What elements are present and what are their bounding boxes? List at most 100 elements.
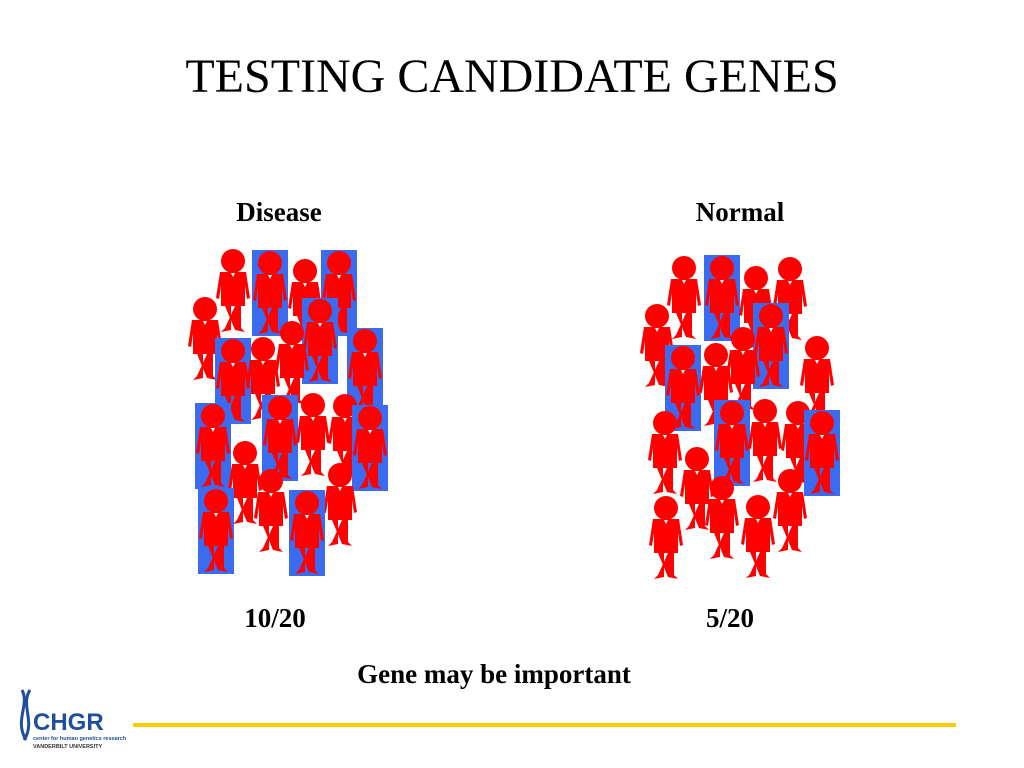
person-body — [800, 359, 834, 393]
person-collar — [214, 513, 218, 517]
person-body — [680, 470, 714, 504]
person-body — [246, 360, 280, 394]
person-collar — [655, 328, 659, 332]
group-ratio: 10/20 — [244, 603, 306, 633]
person-legs — [295, 548, 319, 574]
person-legs — [671, 403, 695, 429]
people-figures — [188, 249, 840, 579]
person-collar — [796, 425, 800, 429]
person-collar — [720, 500, 724, 504]
person-head — [645, 304, 669, 328]
person-collar — [261, 361, 265, 365]
person-collar — [695, 471, 699, 475]
person-body — [303, 322, 337, 356]
person-head — [259, 469, 283, 493]
person-body — [705, 279, 739, 313]
person-collar — [820, 435, 824, 439]
person-head — [778, 257, 802, 281]
person-collar — [730, 425, 734, 429]
group-label: Disease — [236, 197, 321, 227]
person-head — [221, 249, 245, 273]
person-head — [201, 404, 225, 428]
person-body — [741, 518, 775, 552]
person-collar — [763, 423, 767, 427]
person-head — [710, 256, 734, 280]
person-head — [805, 336, 829, 360]
person-body — [648, 434, 682, 468]
person-collar — [681, 370, 685, 374]
person-body — [228, 464, 262, 498]
person-body — [726, 350, 760, 384]
person-head — [193, 297, 217, 321]
person-body — [188, 320, 222, 354]
logo: CHGR center for human genetics research … — [19, 689, 127, 750]
person-collar — [305, 515, 309, 519]
person-collar — [269, 493, 273, 497]
person-head — [704, 343, 728, 367]
person-collar — [318, 323, 322, 327]
person-head — [280, 321, 304, 345]
person-legs — [259, 526, 283, 552]
person-head — [358, 406, 382, 430]
person-body — [649, 519, 683, 553]
person-legs — [328, 520, 352, 546]
person-collar — [664, 520, 668, 524]
person-collar — [278, 420, 282, 424]
person-head — [301, 393, 325, 417]
person-collar — [337, 275, 341, 279]
person-body — [253, 274, 287, 308]
person-head — [653, 411, 677, 435]
person-legs — [358, 463, 382, 489]
person-collar — [368, 430, 372, 434]
person-body — [805, 434, 839, 468]
person-legs — [301, 450, 325, 476]
person-head — [353, 329, 377, 353]
person-head — [308, 299, 332, 323]
person-legs — [654, 553, 678, 579]
person-collar — [754, 290, 758, 294]
person-head — [251, 337, 275, 361]
person-body — [263, 419, 297, 453]
logo-name: CHGR — [33, 709, 104, 736]
person-body — [754, 327, 788, 361]
person-collar — [741, 351, 745, 355]
person-body — [216, 362, 250, 396]
person-head — [810, 411, 834, 435]
person-head — [221, 339, 245, 363]
person-collar — [363, 353, 367, 357]
person-collar — [303, 283, 307, 287]
person-legs — [221, 306, 245, 332]
person-head — [204, 489, 228, 513]
person-body — [353, 429, 387, 463]
person-head — [710, 476, 734, 500]
person-legs — [645, 361, 669, 387]
person-head — [753, 399, 777, 423]
person-collar — [663, 435, 667, 439]
person-body — [773, 492, 807, 526]
person-head — [671, 346, 695, 370]
person-head — [746, 495, 770, 519]
person-collar — [290, 345, 294, 349]
person-head — [327, 251, 351, 275]
person-legs — [746, 552, 770, 578]
person-head — [720, 401, 744, 425]
group-label: Normal — [696, 197, 785, 227]
person-head — [295, 491, 319, 515]
person-body — [254, 492, 288, 526]
person-collar — [231, 273, 235, 277]
person-legs — [810, 468, 834, 494]
person-body — [216, 272, 250, 306]
group-ratio: 5/20 — [706, 603, 754, 633]
person-head — [258, 251, 282, 275]
person-body — [196, 427, 230, 461]
logo-university: VANDERBILT UNIVERSITY — [33, 744, 102, 750]
person-body — [667, 279, 701, 313]
person-body — [715, 424, 749, 458]
person-collar — [311, 417, 315, 421]
person-head — [744, 266, 768, 290]
person-legs — [710, 313, 734, 339]
person-body — [348, 352, 382, 386]
person-head — [672, 256, 696, 280]
person-legs — [233, 498, 257, 524]
